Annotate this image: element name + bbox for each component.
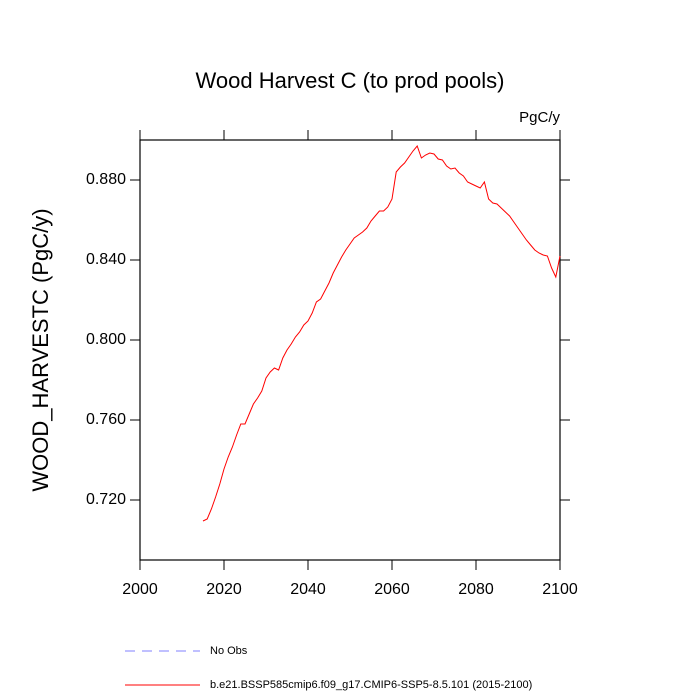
x-tick-label: 2100 [542,581,578,598]
x-tick-label: 2020 [206,581,242,598]
y-tick-label: 0.720 [86,491,126,508]
y-tick-label: 0.760 [86,411,126,428]
y-axis-label: WOOD_HARVESTC (PgC/y) [28,208,53,491]
y-tick-label: 0.840 [86,251,126,268]
data-line [202,145,561,522]
legend-label: b.e21.BSSP585cmip6.f09_g17.CMIP6-SSP5-8.… [210,679,532,691]
x-tick-label: 2000 [122,581,158,598]
chart-title: Wood Harvest C (to prod pools) [196,68,505,93]
y-tick-label: 0.880 [86,171,126,188]
units-label: PgC/y [519,109,560,126]
x-tick-label: 2080 [458,581,494,598]
y-tick-label: 0.800 [86,331,126,348]
legend-label: No Obs [210,645,248,657]
plot-frame [139,139,561,561]
x-tick-label: 2040 [290,581,326,598]
x-tick-label: 2060 [374,581,410,598]
